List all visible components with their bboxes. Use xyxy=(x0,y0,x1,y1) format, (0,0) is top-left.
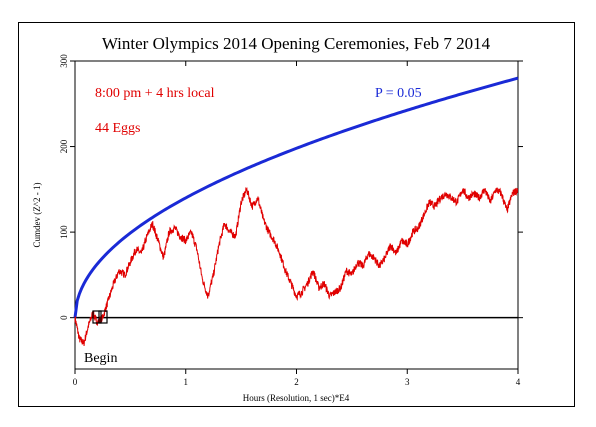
x-tick-label: 0 xyxy=(73,377,78,387)
begin-marker-box-2 xyxy=(98,310,108,324)
x-tick-label: 4 xyxy=(516,377,521,387)
begin-marker-box-1 xyxy=(92,310,102,324)
chart-title: Winter Olympics 2014 Opening Ceremonies,… xyxy=(102,34,491,53)
x-tick-label: 3 xyxy=(405,377,410,387)
probability-annotation: P = 0.05 xyxy=(375,86,422,101)
x-tick-label: 1 xyxy=(184,377,189,387)
eggs-annotation: 44 Eggs xyxy=(95,121,141,136)
y-axis-label: Cumdev (Z^2 - 1) xyxy=(32,183,42,248)
x-axis-label: Hours (Resolution, 1 sec)*E4 xyxy=(243,393,350,403)
y-tick-label: 0 xyxy=(59,315,69,320)
time-annotation: 8:00 pm + 4 hrs local xyxy=(95,86,215,101)
begin-marker xyxy=(92,310,108,324)
y-tick-label: 100 xyxy=(59,225,69,239)
cumdev-line xyxy=(74,187,519,346)
x-axis-ticks: 0 1 2 3 4 xyxy=(73,61,521,387)
y-tick-label: 300 xyxy=(59,54,69,68)
chart-frame xyxy=(18,22,575,407)
probability-envelope-line xyxy=(73,76,519,318)
y-tick-label: 200 xyxy=(59,139,69,153)
begin-label: Begin xyxy=(84,351,117,366)
y-axis-ticks: 0 100 200 300 xyxy=(59,54,523,320)
x-tick-label: 2 xyxy=(294,377,299,387)
plot-area-border xyxy=(74,60,519,370)
